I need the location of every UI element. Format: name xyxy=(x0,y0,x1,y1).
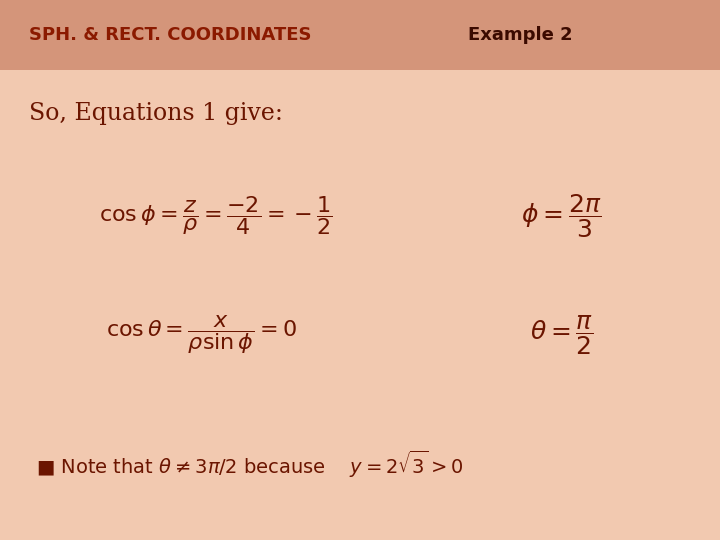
Text: So, Equations 1 give:: So, Equations 1 give: xyxy=(29,102,283,125)
FancyBboxPatch shape xyxy=(0,0,720,70)
Text: $\phi = \dfrac{2\pi}{3}$: $\phi = \dfrac{2\pi}{3}$ xyxy=(521,192,602,240)
Text: $\blacksquare$ Note that $\theta \neq 3\pi/2$ because $\quad y = 2\sqrt{3} > 0$: $\blacksquare$ Note that $\theta \neq 3\… xyxy=(36,449,464,480)
Text: Example 2: Example 2 xyxy=(468,26,572,44)
Text: SPH. & RECT. COORDINATES: SPH. & RECT. COORDINATES xyxy=(29,26,311,44)
Text: $\cos\phi = \dfrac{z}{\rho} = \dfrac{-2}{4} = -\dfrac{1}{2}$: $\cos\phi = \dfrac{z}{\rho} = \dfrac{-2}… xyxy=(99,194,333,238)
Text: $\theta = \dfrac{\pi}{2}$: $\theta = \dfrac{\pi}{2}$ xyxy=(530,313,593,357)
Text: $\cos\theta = \dfrac{x}{\rho\sin\phi} = 0$: $\cos\theta = \dfrac{x}{\rho\sin\phi} = … xyxy=(106,313,297,356)
